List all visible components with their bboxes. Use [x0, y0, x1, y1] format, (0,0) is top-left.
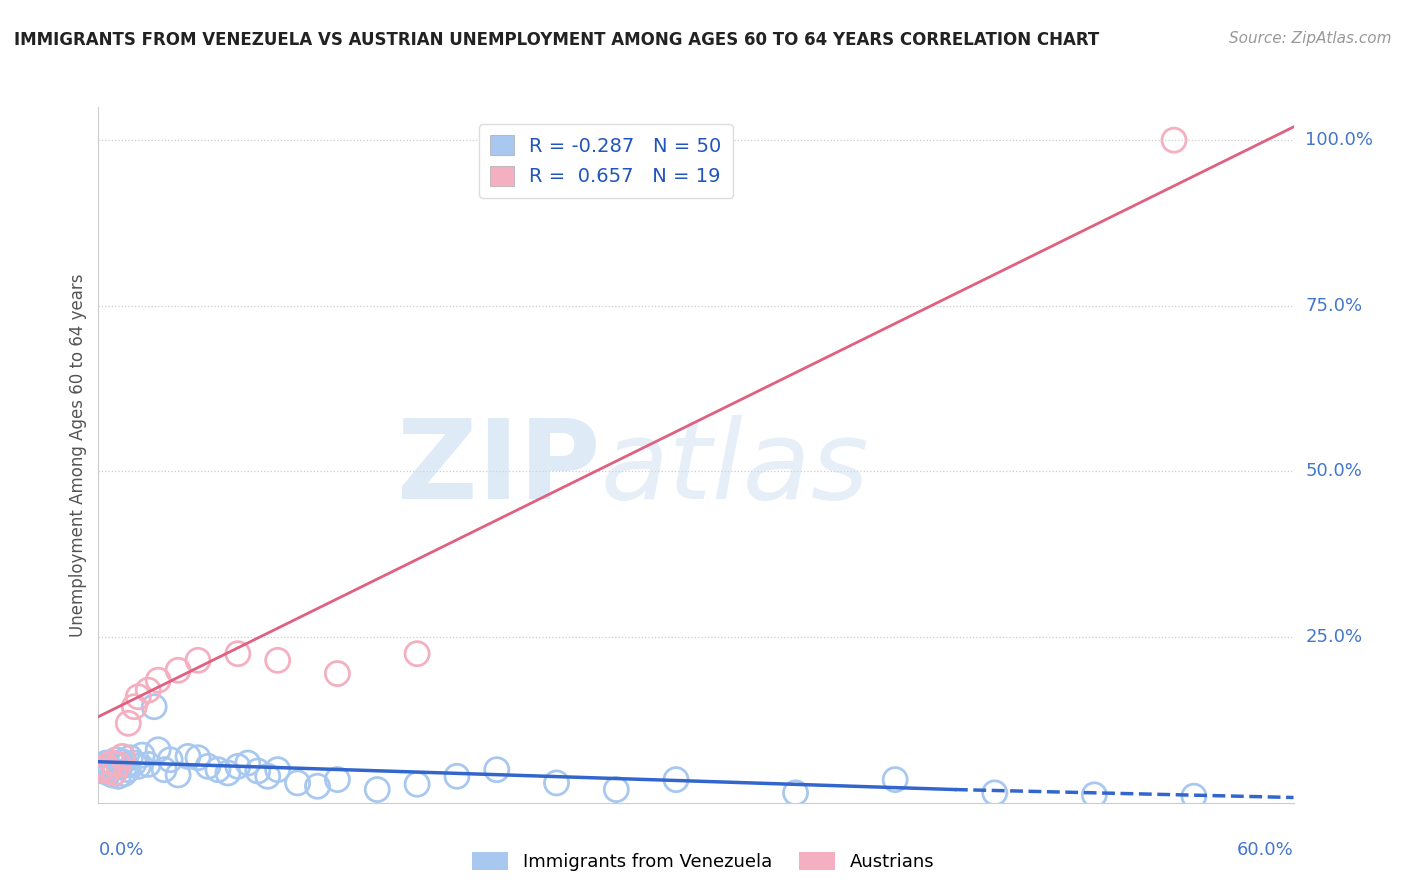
Legend: R = -0.287   N = 50, R =  0.657   N = 19: R = -0.287 N = 50, R = 0.657 N = 19 [478, 124, 733, 198]
Point [148, 673, 170, 688]
Text: Source: ZipAtlas.com: Source: ZipAtlas.com [1229, 31, 1392, 46]
Point [131, 748, 153, 763]
Point [1182, 789, 1205, 804]
Point [117, 763, 139, 777]
Point [207, 763, 229, 777]
Point [884, 772, 907, 787]
Point [107, 757, 129, 772]
Point [127, 690, 149, 704]
Point [1083, 788, 1105, 802]
Point [307, 779, 329, 793]
Point [785, 786, 807, 800]
Point [115, 758, 138, 772]
Point [91, 764, 114, 778]
Point [406, 647, 429, 661]
Point [97, 766, 120, 780]
Point [665, 772, 688, 787]
Point [983, 786, 1005, 800]
Point [93, 761, 115, 775]
Y-axis label: Unemployment Among Ages 60 to 64 years: Unemployment Among Ages 60 to 64 years [69, 273, 87, 637]
Text: ZIP: ZIP [396, 416, 600, 523]
Point [96, 759, 118, 773]
Point [326, 772, 349, 787]
Legend: Immigrants from Venezuela, Austrians: Immigrants from Venezuela, Austrians [465, 845, 941, 879]
Point [97, 764, 120, 778]
Point [187, 653, 209, 667]
Point [98, 763, 122, 777]
Text: 60.0%: 60.0% [1237, 841, 1294, 859]
Point [117, 716, 139, 731]
Point [148, 743, 170, 757]
Point [167, 663, 190, 677]
Point [105, 753, 128, 767]
Point [187, 750, 209, 764]
Point [256, 769, 278, 783]
Point [136, 757, 159, 772]
Point [366, 782, 388, 797]
Point [177, 749, 200, 764]
Point [111, 749, 134, 764]
Point [226, 647, 249, 661]
Text: 0.0%: 0.0% [98, 841, 143, 859]
Text: IMMIGRANTS FROM VENEZUELA VS AUSTRIAN UNEMPLOYMENT AMONG AGES 60 TO 64 YEARS COR: IMMIGRANTS FROM VENEZUELA VS AUSTRIAN UN… [14, 31, 1099, 49]
Point [91, 763, 114, 777]
Point [267, 653, 290, 667]
Point [143, 699, 166, 714]
Point [120, 750, 142, 764]
Point [546, 776, 568, 790]
Text: 75.0%: 75.0% [1305, 297, 1362, 315]
Point [127, 759, 149, 773]
Point [605, 782, 627, 797]
Point [153, 763, 176, 777]
Point [124, 699, 146, 714]
Point [485, 763, 508, 777]
Point [107, 769, 129, 783]
Point [136, 683, 159, 698]
Point [124, 756, 146, 770]
Text: atlas: atlas [600, 416, 869, 523]
Point [112, 766, 135, 780]
Point [110, 759, 132, 773]
Point [197, 759, 219, 773]
Point [246, 764, 269, 778]
Point [103, 757, 125, 772]
Point [236, 756, 259, 770]
Point [103, 766, 125, 780]
Point [226, 759, 249, 773]
Point [1163, 133, 1185, 147]
Point [287, 776, 309, 790]
Point [267, 763, 290, 777]
Text: 25.0%: 25.0% [1305, 628, 1362, 646]
Point [111, 755, 134, 769]
Point [326, 666, 349, 681]
Point [446, 769, 468, 783]
Point [89, 759, 111, 773]
Point [101, 756, 124, 770]
Point [96, 756, 118, 770]
Text: 50.0%: 50.0% [1305, 462, 1362, 481]
Text: 100.0%: 100.0% [1305, 131, 1374, 149]
Point [217, 766, 239, 780]
Point [159, 753, 181, 767]
Point [406, 777, 429, 791]
Point [101, 768, 124, 782]
Point [167, 768, 190, 782]
